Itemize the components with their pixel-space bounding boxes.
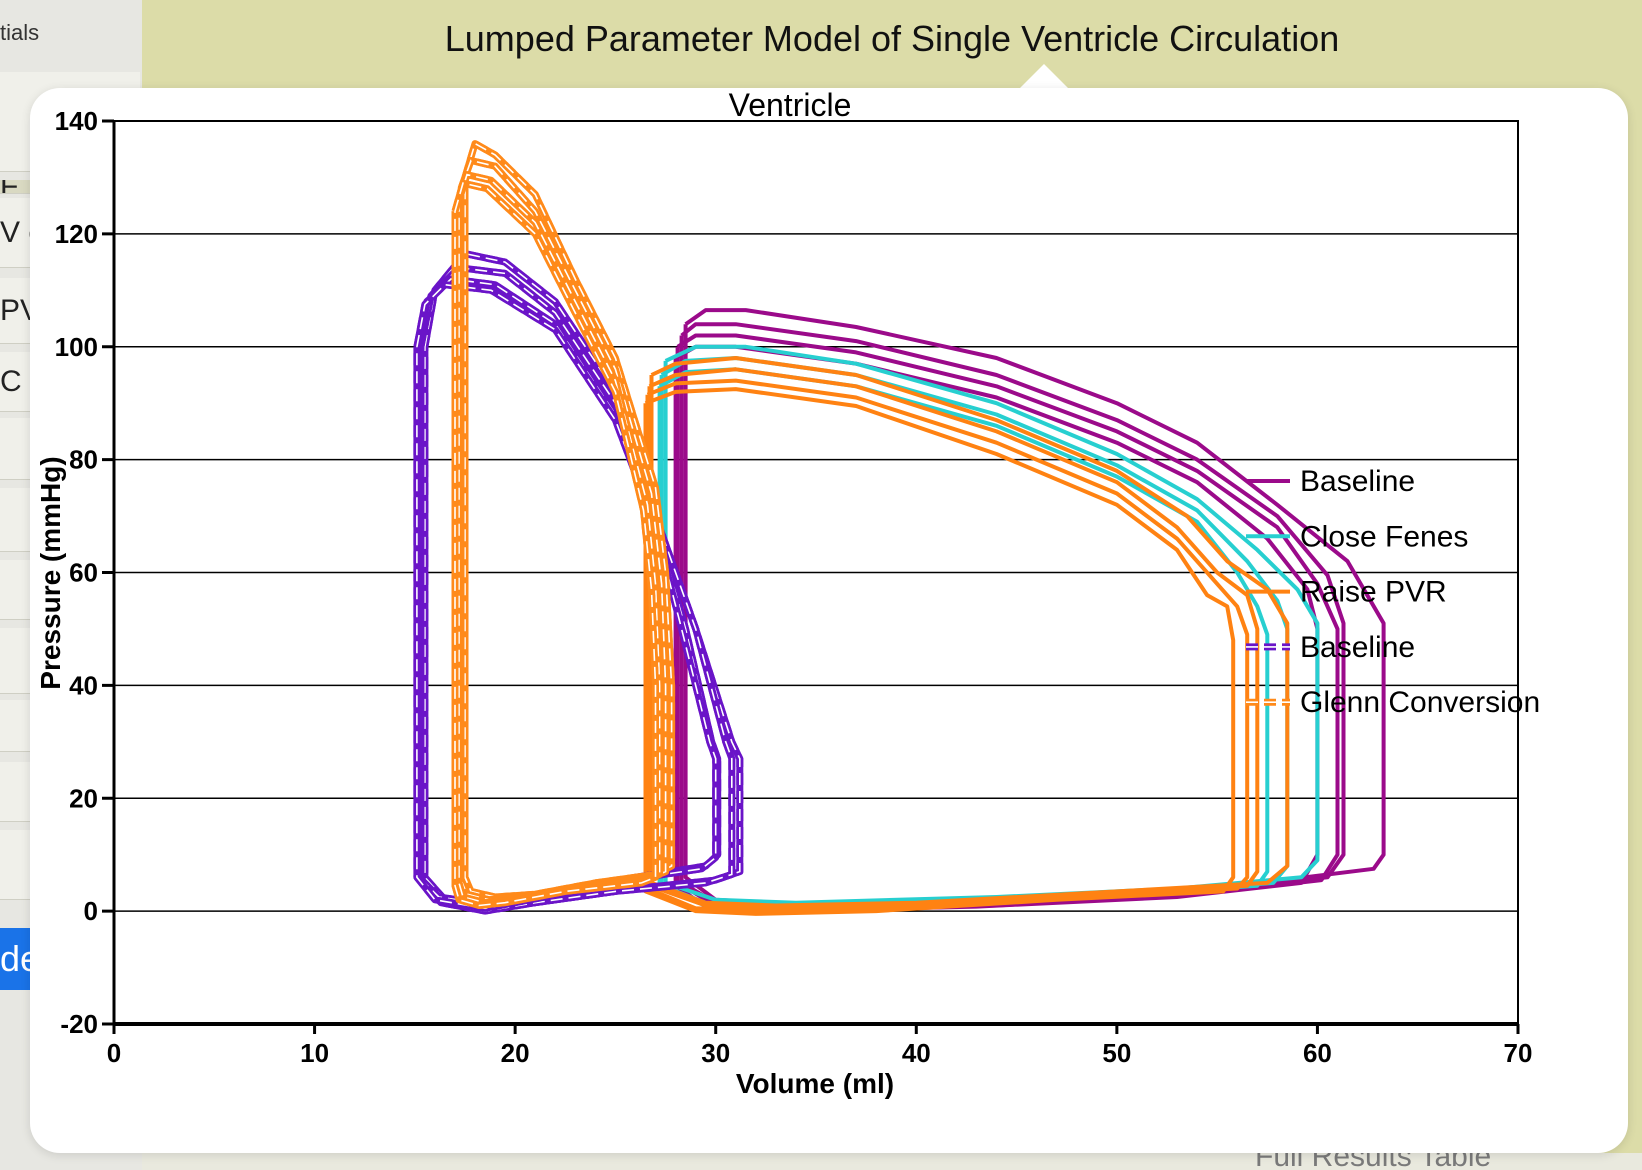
x-tick-label: 30: [701, 1038, 730, 1068]
sidebar-partial-label: tials: [0, 20, 40, 45]
x-axis-label: Volume (ml): [736, 1068, 894, 1099]
x-tick-label: 50: [1102, 1038, 1131, 1068]
x-tick-label: 0: [107, 1038, 121, 1068]
y-tick-label: 0: [84, 896, 98, 926]
series-loop: [649, 356, 1290, 908]
series-loop-center: [464, 142, 673, 898]
axes-layer: 0 10 20 30 40 50 60 70 -20 0 20 40 60 80 100 120 140: [55, 106, 1533, 1068]
y-tick-label: 20: [69, 783, 98, 813]
x-tick-label: 60: [1303, 1038, 1332, 1068]
chart-popover: 0 10 20 30 40 50 60 70 -20 0 20 40 60 80 100 120 140 Ven…: [30, 88, 1628, 1153]
popover-arrow: [1020, 64, 1068, 88]
y-tick-label: 120: [55, 219, 98, 249]
series-loop-center: [458, 173, 661, 904]
series-loop: [663, 344, 1320, 905]
bottom-strip: [142, 1153, 1642, 1170]
series-loop: [645, 378, 1250, 914]
legend-label: Close Fenes: [1300, 520, 1468, 553]
y-axis-label: Pressure (mmHg): [35, 456, 66, 689]
legend: Baseline Close Fenes Raise PVR Baseline Glen…: [1246, 465, 1540, 719]
legend-label: Glenn Conversion: [1300, 686, 1540, 719]
series-loop: [643, 387, 1236, 916]
legend-label: Baseline: [1300, 631, 1415, 664]
legend-label: Baseline: [1300, 465, 1415, 498]
series-loop: [675, 333, 1340, 912]
title-bar: Lumped Parameter Model of Single Ventric…: [142, 0, 1642, 88]
series-loop-center: [420, 266, 733, 912]
y-tick-label: 140: [55, 106, 98, 136]
x-tick-label: 20: [501, 1038, 530, 1068]
ventricle-pv-chart: 0 10 20 30 40 50 60 70 -20 0 20 40 60 80 100 120 140 Ven…: [35, 88, 1540, 1099]
x-tick-label: 10: [300, 1038, 329, 1068]
series-loop-center: [460, 159, 667, 901]
series-loop: [647, 367, 1260, 911]
series-loop-center: [454, 182, 657, 907]
legend-label: Raise PVR: [1300, 576, 1447, 609]
chart-title: Ventricle: [729, 88, 852, 123]
y-tick-label: 80: [69, 445, 98, 475]
y-tick-label: 40: [69, 670, 98, 700]
page-title: Lumped Parameter Model of Single Ventric…: [444, 18, 1340, 59]
x-tick-label: 40: [902, 1038, 931, 1068]
y-tick-label: 60: [69, 558, 98, 588]
x-tick-label: 70: [1504, 1038, 1533, 1068]
series-layer: [413, 140, 1386, 916]
y-tick-label: -20: [60, 1009, 98, 1039]
y-tick-label: 100: [55, 332, 98, 362]
